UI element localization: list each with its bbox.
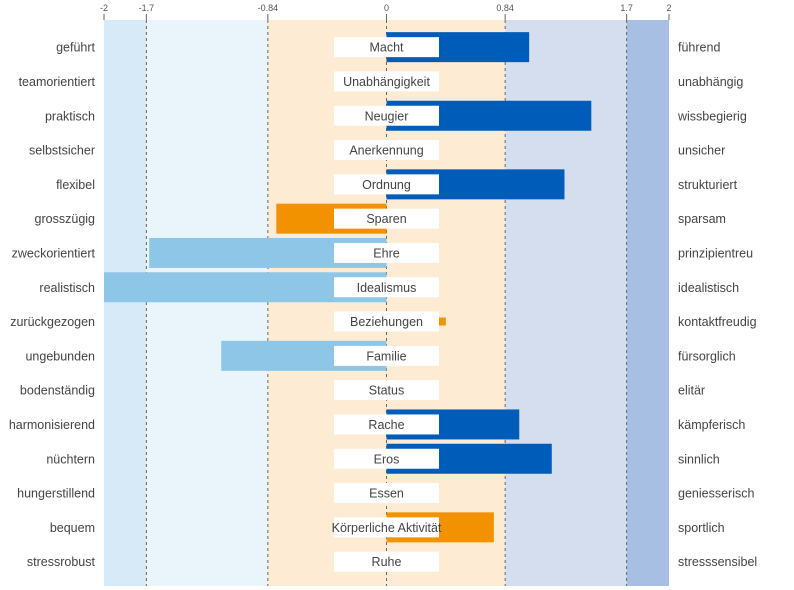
category-label-box xyxy=(334,71,439,92)
category-label-box xyxy=(334,311,439,332)
category-label: Macht xyxy=(369,41,404,55)
value-band-1 xyxy=(146,20,268,586)
right-pole-label: strukturiert xyxy=(678,178,738,192)
category-label: Idealismus xyxy=(357,281,417,295)
threshold-gridlines xyxy=(145,20,628,586)
category-label: Familie xyxy=(366,349,406,363)
left-pole-label: selbstsicher xyxy=(29,144,95,158)
category-label: Beziehungen xyxy=(350,315,423,329)
category-label: Unabhängigkeit xyxy=(343,75,430,89)
category-label: Ruhe xyxy=(372,555,402,569)
category-label: Ordnung xyxy=(362,178,411,192)
tick-label: -1.7 xyxy=(139,3,155,13)
left-pole-label: geführt xyxy=(56,41,95,55)
right-pole-label: geniesserisch xyxy=(678,487,754,501)
category-label-box xyxy=(334,242,439,263)
right-pole-label: stresssensibel xyxy=(678,555,757,569)
left-pole-label: bodenständig xyxy=(20,384,95,398)
tick-label: 2 xyxy=(666,3,671,13)
right-pole-label: kontaktfreudig xyxy=(678,315,757,329)
left-pole-label: realistisch xyxy=(39,281,95,295)
category-label: Neugier xyxy=(365,109,409,123)
row-labels-layer: Macht geführt führend Unabhängigkeit teamori… xyxy=(9,37,757,572)
right-pole-label: führend xyxy=(678,41,720,55)
right-pole-label: unsicher xyxy=(678,144,725,158)
category-label: Essen xyxy=(369,487,404,501)
category-label: Anerkennung xyxy=(349,144,423,158)
tick-label: -0.84 xyxy=(258,3,279,13)
right-pole-label: sportlich xyxy=(678,521,725,535)
right-pole-label: elitär xyxy=(678,384,705,398)
left-pole-label: zurückgezogen xyxy=(10,315,95,329)
category-label-box xyxy=(334,105,439,126)
tick-label: 0 xyxy=(384,3,389,13)
category-label-box xyxy=(334,483,439,504)
left-pole-label: bequem xyxy=(50,521,95,535)
category-label-box xyxy=(334,37,439,58)
category-label-box xyxy=(334,517,439,538)
value-band-0 xyxy=(104,20,147,586)
right-pole-label: idealistisch xyxy=(678,281,739,295)
left-pole-label: teamorientiert xyxy=(19,75,96,89)
right-pole-label: wissbegierig xyxy=(677,109,747,123)
category-label-box xyxy=(334,277,439,298)
category-label: Sparen xyxy=(366,212,406,226)
right-pole-label: fürsorglich xyxy=(678,349,736,363)
right-pole-label: kämpferisch xyxy=(678,418,745,432)
right-pole-label: unabhängig xyxy=(678,75,743,89)
right-pole-label: prinzipientreu xyxy=(678,246,753,260)
left-pole-label: hungerstillend xyxy=(17,487,95,501)
left-pole-label: nüchtern xyxy=(46,452,95,466)
left-pole-label: flexibel xyxy=(56,178,95,192)
left-pole-label: praktisch xyxy=(45,109,95,123)
category-label-box xyxy=(334,174,439,195)
category-label: Status xyxy=(369,384,404,398)
category-label: Körperliche Aktivität xyxy=(332,521,442,535)
left-pole-label: stressrobust xyxy=(27,555,96,569)
right-pole-label: sparsam xyxy=(678,212,726,226)
left-pole-label: ungebunden xyxy=(25,349,95,363)
value-band-4 xyxy=(626,20,669,586)
category-label-box xyxy=(334,208,439,229)
category-label: Eros xyxy=(374,452,400,466)
category-label: Ehre xyxy=(373,246,399,260)
category-label: Rache xyxy=(368,418,404,432)
right-pole-label: sinnlich xyxy=(678,452,720,466)
tick-label: 1.7 xyxy=(620,3,633,13)
tick-label: 0.84 xyxy=(496,3,514,13)
left-pole-label: grosszügig xyxy=(35,212,95,226)
x-axis-ticks: -2 -1.7 -0.84 0 0.84 1.7 2 xyxy=(100,3,672,20)
category-label-box xyxy=(334,448,439,469)
category-label-box xyxy=(334,140,439,161)
left-pole-label: zweckorientiert xyxy=(12,246,96,260)
category-label-box xyxy=(334,345,439,366)
tick-label: -2 xyxy=(100,3,108,13)
category-label-box xyxy=(334,551,439,572)
category-label-box xyxy=(334,414,439,435)
left-pole-label: harmonisierend xyxy=(9,418,95,432)
category-label-box xyxy=(334,380,439,401)
